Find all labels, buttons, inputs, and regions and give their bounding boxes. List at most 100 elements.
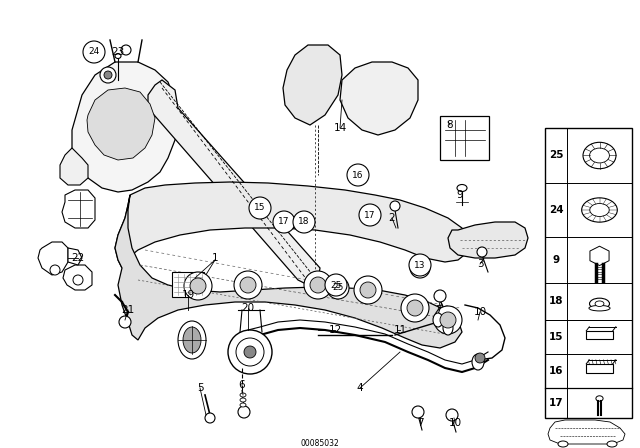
Ellipse shape [240,393,246,397]
Polygon shape [590,246,609,266]
Circle shape [236,338,264,366]
Text: 5: 5 [196,383,204,393]
Text: 18: 18 [548,297,563,306]
Circle shape [475,353,485,363]
Circle shape [434,306,462,334]
Text: 15: 15 [254,203,266,212]
Polygon shape [115,195,462,348]
Text: 8: 8 [447,120,453,130]
Circle shape [228,330,272,374]
Ellipse shape [589,306,610,311]
Circle shape [327,277,349,299]
Ellipse shape [178,321,206,359]
Polygon shape [63,265,92,290]
FancyBboxPatch shape [440,116,489,160]
Polygon shape [62,190,95,228]
Circle shape [50,265,60,275]
Text: 22: 22 [72,253,84,263]
Circle shape [121,45,131,55]
Polygon shape [38,242,68,275]
Polygon shape [448,222,528,258]
Circle shape [360,282,376,298]
Ellipse shape [115,53,121,59]
Polygon shape [60,148,88,185]
Circle shape [100,67,116,83]
Circle shape [412,406,424,418]
Circle shape [401,294,429,322]
Ellipse shape [583,142,616,169]
Text: 9: 9 [552,255,559,265]
Text: 15: 15 [548,332,563,342]
Text: 16: 16 [352,171,364,180]
Text: 10: 10 [449,418,461,428]
Text: 9: 9 [457,190,463,200]
Ellipse shape [433,313,443,327]
Circle shape [244,346,256,358]
Circle shape [407,300,423,316]
Polygon shape [87,88,155,160]
Text: 21: 21 [122,305,134,315]
Ellipse shape [582,198,618,222]
Text: 4: 4 [356,383,364,393]
Circle shape [409,254,431,276]
Circle shape [273,211,295,233]
Ellipse shape [457,185,467,191]
Text: 12: 12 [328,325,342,335]
Text: 10: 10 [474,307,486,317]
Text: 17: 17 [548,398,563,408]
Circle shape [390,201,400,211]
Bar [586,331,612,339]
Circle shape [359,204,381,226]
Circle shape [83,41,105,63]
Circle shape [104,71,112,79]
Polygon shape [148,80,320,285]
Ellipse shape [589,298,609,309]
Polygon shape [72,62,178,192]
Text: 00085032: 00085032 [301,439,339,448]
Polygon shape [340,62,418,135]
Text: 7: 7 [417,418,423,428]
Circle shape [240,277,256,293]
Circle shape [410,258,430,278]
Ellipse shape [443,321,453,335]
Ellipse shape [240,403,246,407]
Polygon shape [115,182,470,268]
Circle shape [184,272,212,300]
Text: 17: 17 [278,217,290,227]
Circle shape [73,275,83,285]
Circle shape [325,274,347,296]
Circle shape [205,413,215,423]
Text: 3: 3 [477,259,483,269]
Circle shape [415,263,425,273]
Text: 25: 25 [330,280,342,289]
Text: 14: 14 [333,123,347,133]
Bar [545,128,632,418]
Text: 6: 6 [239,380,245,390]
Circle shape [119,316,131,328]
Text: 16: 16 [548,366,563,376]
Ellipse shape [589,148,609,163]
Circle shape [347,164,369,186]
Circle shape [440,312,456,328]
Circle shape [310,277,326,293]
Ellipse shape [595,301,604,306]
Circle shape [293,211,315,233]
Text: 25: 25 [548,151,563,160]
Text: 17: 17 [364,211,376,220]
Circle shape [434,290,446,302]
Polygon shape [68,248,82,265]
Text: 7: 7 [435,305,442,315]
Ellipse shape [607,441,617,447]
Ellipse shape [596,396,603,401]
Text: 19: 19 [181,290,195,300]
Bar [172,272,204,297]
Circle shape [234,271,262,299]
Text: 25: 25 [332,284,344,293]
Circle shape [190,278,206,294]
Circle shape [304,271,332,299]
Ellipse shape [558,441,568,447]
Bar [586,364,612,373]
Text: 18: 18 [298,217,310,227]
Circle shape [354,276,382,304]
Polygon shape [548,420,625,444]
